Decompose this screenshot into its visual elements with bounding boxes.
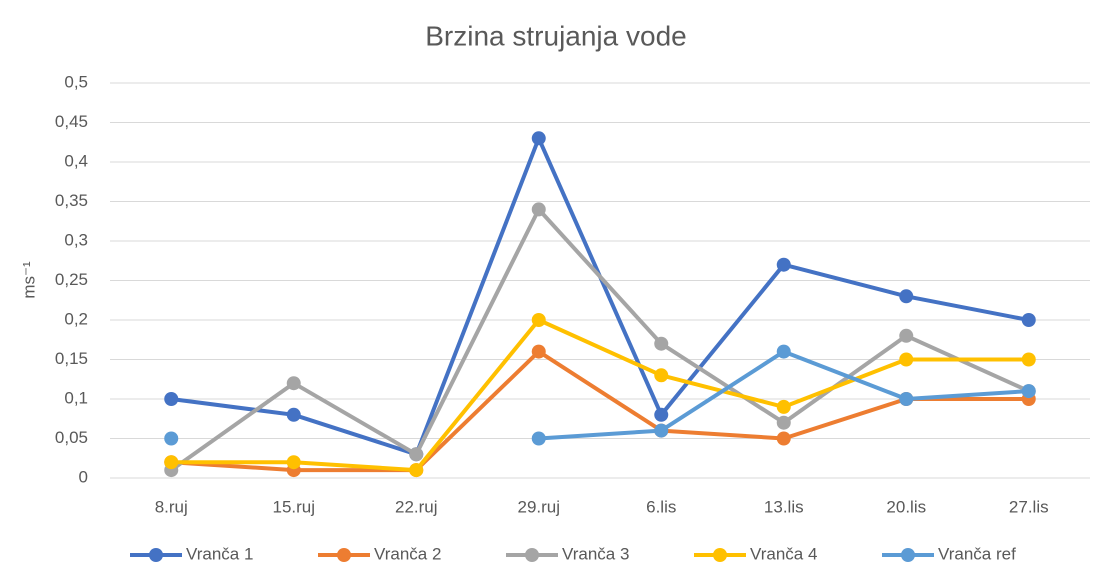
data-point xyxy=(899,328,914,343)
y-tick-label: 0,2 xyxy=(64,309,88,328)
series-line xyxy=(171,349,1029,473)
data-point xyxy=(776,257,791,272)
legend-label: Vranča ref xyxy=(938,544,1016,563)
chart-title: Brzina strujanja vode xyxy=(425,20,686,51)
x-tick-label: 13.lis xyxy=(764,497,804,516)
data-point xyxy=(899,392,914,406)
y-axis-label: ms⁻¹ xyxy=(19,261,38,299)
x-tick-label: 15.ruj xyxy=(272,497,315,516)
data-point xyxy=(286,407,301,422)
legend-marker xyxy=(149,548,163,562)
data-point xyxy=(164,455,179,470)
legend-label: Vranča 1 xyxy=(186,544,253,563)
data-point xyxy=(531,344,546,359)
legend-label: Vranča 4 xyxy=(750,544,817,563)
y-tick-label: 0,5 xyxy=(64,72,88,91)
data-point xyxy=(531,431,546,446)
x-tick-label: 27.lis xyxy=(1009,497,1049,516)
data-point xyxy=(654,407,669,422)
x-tick-label: 29.ruj xyxy=(517,497,560,516)
data-point xyxy=(776,344,791,359)
data-point xyxy=(776,431,791,446)
data-point xyxy=(1021,384,1036,399)
x-tick-label: 8.ruj xyxy=(155,497,188,516)
series-line xyxy=(170,207,1030,472)
legend-marker xyxy=(525,548,539,562)
data-point xyxy=(654,423,669,438)
data-point xyxy=(531,313,546,327)
legend-label: Vranča 3 xyxy=(562,544,629,563)
y-tick-label: 0,05 xyxy=(55,428,88,447)
y-tick-label: 0,4 xyxy=(64,151,88,170)
data-point xyxy=(164,392,179,406)
data-point xyxy=(1021,352,1036,367)
y-tick-label: 0,1 xyxy=(64,388,88,407)
data-point xyxy=(164,431,179,446)
y-tick-label: 0,15 xyxy=(55,349,88,368)
y-tick-label: 0,3 xyxy=(64,230,88,249)
data-point xyxy=(409,463,424,478)
x-tick-label: 6.lis xyxy=(646,497,676,516)
data-point xyxy=(654,368,669,383)
data-point xyxy=(776,399,791,414)
legend-marker xyxy=(713,548,727,562)
data-point xyxy=(531,131,546,146)
y-tick-label: 0 xyxy=(79,467,88,486)
data-point xyxy=(899,352,914,367)
data-point xyxy=(286,455,301,470)
data-point xyxy=(286,376,301,391)
series-line xyxy=(171,318,1029,473)
legend-marker xyxy=(901,548,915,562)
y-tick-label: 0,25 xyxy=(55,270,88,289)
data-point xyxy=(1021,313,1036,327)
data-point xyxy=(654,336,669,351)
y-tick-label: 0,35 xyxy=(55,191,88,210)
data-point xyxy=(531,202,546,217)
x-tick-label: 20.lis xyxy=(886,497,926,516)
data-point xyxy=(409,447,424,462)
data-point xyxy=(776,415,791,430)
legend-marker xyxy=(337,548,351,562)
x-tick-label: 22.ruj xyxy=(395,497,438,516)
y-tick-label: 0,45 xyxy=(55,112,88,131)
legend-label: Vranča 2 xyxy=(374,544,441,563)
data-point xyxy=(899,289,914,304)
